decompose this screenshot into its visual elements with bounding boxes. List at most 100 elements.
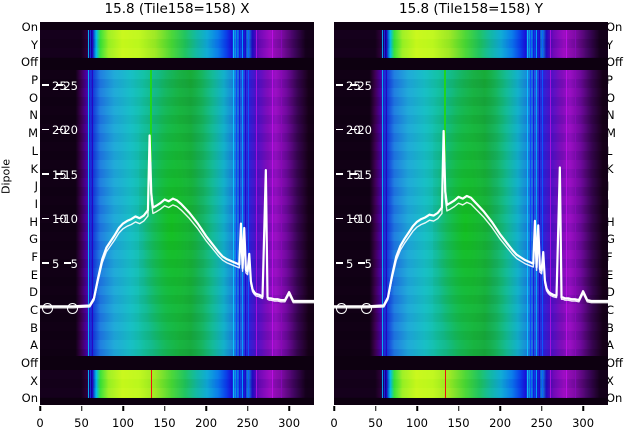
dipole-tick-label: F bbox=[606, 249, 613, 264]
spectral-line bbox=[550, 70, 552, 356]
x-tick-mark bbox=[499, 406, 501, 411]
trace-path-secondary bbox=[40, 143, 314, 309]
green-marker-line bbox=[444, 70, 446, 162]
spectral-line bbox=[527, 30, 529, 58]
x-tick-mark bbox=[457, 406, 460, 411]
dipole-tick-label: K bbox=[30, 161, 38, 176]
x-tick-label-0: 0 bbox=[36, 416, 44, 430]
x-tick-mark bbox=[582, 406, 584, 411]
spectral-line bbox=[92, 70, 94, 356]
green-marker-line bbox=[150, 70, 152, 162]
spectral-line bbox=[87, 70, 89, 356]
dipole-tick-label: O bbox=[28, 90, 38, 105]
spectral-line bbox=[384, 30, 386, 58]
dipole-tick-label: X bbox=[606, 373, 614, 388]
spectral-line bbox=[565, 70, 567, 356]
spectral-line bbox=[527, 370, 529, 398]
dipole-tick-label: B bbox=[606, 320, 614, 335]
spectral-line bbox=[271, 70, 273, 356]
x-tick-mark bbox=[122, 406, 124, 411]
x-tick-label-0: 0 bbox=[330, 416, 338, 430]
spectral-line bbox=[550, 30, 552, 58]
dipole-tick-label: Y bbox=[606, 37, 614, 52]
spectral-line bbox=[233, 30, 235, 58]
spectral-line bbox=[247, 370, 249, 398]
red-marker-line bbox=[444, 370, 447, 398]
panel-title-y: 15.8 (Tile158=158) Y bbox=[399, 1, 543, 17]
spectral-line bbox=[541, 70, 543, 356]
dipole-tick-label: G bbox=[29, 232, 38, 247]
dipole-tick-label: D bbox=[606, 285, 615, 300]
heatmap-panel-x[interactable]: 25 20 15 10 5 25 20 15 10 5 bbox=[40, 22, 314, 405]
dipole-tick-label: C bbox=[606, 303, 615, 317]
dipole-tick-label: B bbox=[30, 320, 38, 335]
dipole-tick-label: G bbox=[606, 232, 615, 247]
spectral-line bbox=[381, 370, 383, 398]
heatmap-panel-y[interactable]: 25 20 15 10 5 25 20 15 10 5 bbox=[334, 22, 608, 405]
dipole-tick-label: On bbox=[606, 20, 623, 34]
dipole-tick-label: K bbox=[606, 161, 614, 176]
spectral-line bbox=[565, 370, 567, 398]
spectral-line bbox=[381, 30, 383, 58]
dipole-ticks-left: On Y Off P O N M L K J I H G F E D C B A Off X On bbox=[4, 21, 38, 405]
spectral-line bbox=[384, 70, 386, 356]
spectral-line bbox=[235, 70, 237, 356]
x-tick-label-150: 150 bbox=[447, 416, 470, 430]
dipole-tick-label: N bbox=[606, 108, 615, 123]
spectral-line bbox=[247, 30, 249, 58]
heat-strip-bottom-y bbox=[334, 370, 608, 398]
x-axis-right: 0 50 100 150 200 250 300 bbox=[330, 406, 608, 436]
x-tick-label-100: 100 bbox=[112, 416, 134, 430]
spectral-line bbox=[238, 30, 240, 58]
dipole-tick-label: I bbox=[34, 196, 38, 211]
x-tick-label-300: 300 bbox=[278, 416, 301, 430]
x-axis-left: 0 50 100 150 200 250 300 bbox=[36, 406, 314, 436]
x-tick-mark bbox=[540, 406, 543, 411]
spectral-line bbox=[575, 370, 577, 398]
spectral-line bbox=[532, 70, 534, 356]
dipole-tick-label: E bbox=[606, 267, 614, 282]
panel-title-x: 15.8 (Tile158=158) X bbox=[104, 1, 250, 17]
x-tick-mark bbox=[416, 406, 418, 411]
x-tick-mark bbox=[39, 406, 41, 411]
spectral-line bbox=[235, 30, 237, 58]
spectral-line bbox=[87, 370, 89, 398]
spectral-line bbox=[233, 70, 235, 356]
spectral-line bbox=[565, 30, 567, 58]
dipole-tick-label: X bbox=[30, 373, 38, 388]
heat-strip-top-y bbox=[334, 30, 608, 58]
trace-path-secondary bbox=[334, 139, 608, 309]
spectral-line bbox=[256, 70, 258, 356]
spectral-line bbox=[538, 30, 540, 58]
x-tick-label-300: 300 bbox=[572, 416, 595, 430]
heat-strip-body-y bbox=[334, 70, 608, 356]
x-tick-mark bbox=[374, 406, 377, 411]
x-tick-mark bbox=[246, 406, 249, 411]
spectral-line bbox=[575, 30, 577, 58]
spectral-line bbox=[241, 370, 243, 398]
dipole-tick-label: C bbox=[29, 303, 38, 317]
spectral-line bbox=[535, 30, 537, 58]
dipole-tick-label: A bbox=[606, 338, 614, 353]
spectral-line bbox=[538, 370, 540, 398]
spectral-line bbox=[256, 370, 258, 398]
x-tick-label-50: 50 bbox=[368, 416, 383, 430]
heat-strip-top-x bbox=[40, 30, 314, 58]
spectral-line bbox=[92, 30, 94, 58]
spectral-line bbox=[532, 30, 534, 58]
x-tick-label-100: 100 bbox=[406, 416, 428, 430]
spectral-line bbox=[90, 30, 92, 58]
dipole-tick-label: Y bbox=[30, 37, 38, 52]
spectral-line bbox=[386, 370, 388, 398]
dipole-tick-label: F bbox=[31, 249, 38, 264]
x-tick-label-200: 200 bbox=[489, 416, 512, 430]
spectral-line bbox=[233, 370, 235, 398]
x-tick-mark bbox=[333, 406, 335, 411]
x-tick-mark bbox=[163, 406, 166, 411]
spectral-line bbox=[281, 70, 283, 356]
spectral-line bbox=[538, 70, 540, 356]
dipole-tick-label: E bbox=[30, 267, 38, 282]
spectral-line bbox=[256, 30, 258, 58]
spectral-line bbox=[271, 30, 273, 58]
